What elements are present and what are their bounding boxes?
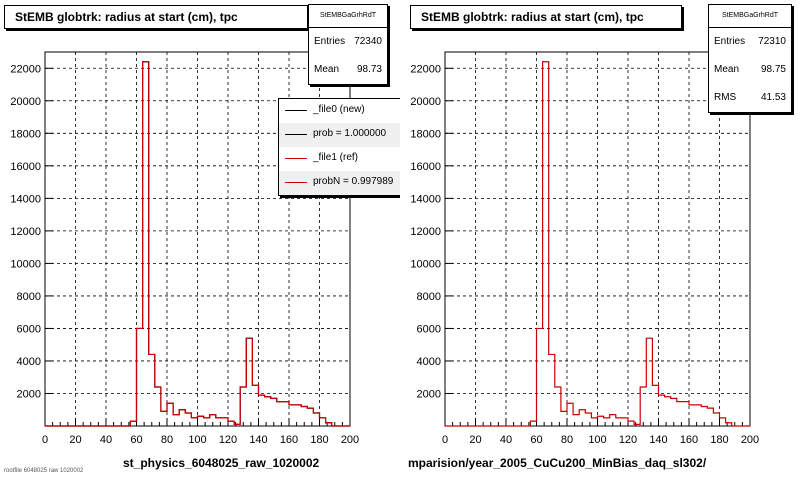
left-x-tick-label: 80 [161, 434, 173, 446]
right-rms-label: RMS [714, 92, 737, 103]
right-mean-value: 98.75 [760, 64, 786, 75]
left-y-tick-label: 20000 [10, 96, 41, 108]
legend-label-probn: probN = 0.997989 [313, 176, 394, 187]
left-legend: _file0 (new) prob = 1.000000 _file1 (ref… [278, 98, 400, 196]
left-plot-title: StEMB globtrk: radius at start (cm), tpc [4, 5, 308, 29]
right-y-tick-label: 12000 [410, 226, 441, 238]
right-stats-rms: RMS 41.53 [709, 84, 791, 112]
legend-entry-file1: _file1 (ref) [279, 147, 400, 171]
legend-label-file0: _file0 (new) [313, 104, 365, 115]
left-histogram-pane: 0 20 40 60 80 100 120 140 160 180 200 2000 4000 6000 8… [4, 4, 400, 474]
legend-label-prob: prob = 1.000000 [313, 128, 387, 139]
left-x-tick-label: 100 [188, 434, 206, 446]
legend-entry-file0: _file0 (new) [279, 99, 400, 123]
right-y-tick-label: 20000 [410, 96, 441, 108]
right-y-tick-label: 22000 [410, 63, 441, 75]
legend-swatch-file1 [285, 158, 307, 159]
left-x-caption: st_physics_6048025_raw_1020002 [123, 456, 320, 470]
right-y-tick-label: 18000 [410, 128, 441, 140]
right-x-tick-label: 140 [649, 434, 667, 446]
right-x-tick-label: 100 [588, 434, 606, 446]
right-y-tick-label: 16000 [410, 161, 441, 173]
right-y-tick-label: 14000 [410, 193, 441, 205]
right-x-tick-label: 80 [561, 434, 573, 446]
left-y-tick-label: 10000 [10, 258, 41, 270]
legend-label-file1: _file1 (ref) [313, 152, 359, 163]
left-x-tick-label: 40 [100, 434, 112, 446]
left-y-tick-label: 22000 [10, 63, 41, 75]
right-x-tick-label: 200 [741, 434, 759, 446]
right-histogram-plot: 0 20 40 60 80 100 120 140 160 180 200 2000 4000 6000 8… [410, 51, 759, 446]
right-y-tick-label: 2000 [417, 388, 441, 400]
right-x-tick-label: 20 [469, 434, 481, 446]
left-y-tick-label: 18000 [10, 128, 41, 140]
right-stats-name: StEMBGaGrhRdT [709, 5, 791, 28]
left-y-tick-label: 14000 [10, 193, 41, 205]
left-x-tick-label: 200 [341, 434, 359, 446]
left-y-tick-label: 12000 [10, 226, 41, 238]
right-y-tick-label: 10000 [410, 258, 441, 270]
left-series-1-histogram [45, 61, 350, 427]
left-x-tick-label: 20 [69, 434, 81, 446]
left-x-tick-label: 120 [219, 434, 237, 446]
legend-swatch-probn [285, 182, 307, 183]
legend-entry-prob: prob = 1.000000 [279, 123, 400, 147]
legend-entry-probn: probN = 0.997989 [279, 171, 400, 195]
left-stats-name: StEMBGaGrhRdT [309, 5, 387, 28]
left-stats-box: StEMBGaGrhRdT Entries 72340 Mean 98.73 [308, 4, 388, 85]
right-histogram-pane: 0 20 40 60 80 100 120 140 160 180 200 2000 4000 6000 8… [400, 0, 800, 480]
right-series-0-histogram [445, 61, 750, 427]
left-mean-label: Mean [314, 64, 340, 75]
right-x-tick-label: 120 [619, 434, 637, 446]
right-x-tick-label: 160 [680, 434, 698, 446]
right-stats-entries: Entries 72310 [709, 28, 791, 56]
right-stats-mean: Mean 98.75 [709, 56, 791, 84]
left-footer-note: rootfile 6048025 raw 1020002 [4, 468, 84, 474]
right-x-tick-label: 60 [530, 434, 542, 446]
left-entries-label: Entries [314, 36, 346, 47]
left-y-tick-label: 4000 [17, 356, 41, 368]
left-y-tick-label: 8000 [17, 291, 41, 303]
right-x-tick-label: 0 [442, 434, 448, 446]
right-stats-box: StEMBGaGrhRdT Entries 72310 Mean 98.75 R… [708, 4, 792, 113]
left-y-tick-label: 2000 [17, 388, 41, 400]
left-x-tick-label: 180 [310, 434, 328, 446]
legend-swatch-prob [285, 134, 307, 135]
legend-swatch-file0 [285, 110, 307, 111]
right-entries-value: 72310 [758, 36, 786, 47]
left-stats-entries: Entries 72340 [309, 28, 387, 56]
left-x-tick-label: 60 [130, 434, 142, 446]
right-y-tick-label: 4000 [417, 356, 441, 368]
left-x-tick-label: 160 [280, 434, 298, 446]
left-entries-value: 72340 [354, 36, 382, 47]
right-plot-title: StEMB globtrk: radius at start (cm), tpc [410, 5, 682, 29]
right-entries-label: Entries [714, 36, 746, 47]
right-y-tick-label: 6000 [417, 323, 441, 335]
left-x-tick-label: 0 [42, 434, 48, 446]
right-x-caption: mparision/year_2005_CuCu200_MinBias_daq_… [408, 456, 707, 470]
left-y-tick-label: 6000 [17, 323, 41, 335]
left-x-tick-label: 140 [249, 434, 267, 446]
right-mean-label: Mean [714, 64, 740, 75]
right-x-tick-label: 180 [710, 434, 728, 446]
left-mean-value: 98.73 [356, 64, 382, 75]
right-x-tick-label: 40 [500, 434, 512, 446]
left-stats-mean: Mean 98.73 [309, 56, 387, 84]
left-y-tick-label: 16000 [10, 161, 41, 173]
right-y-tick-label: 8000 [417, 291, 441, 303]
right-rms-value: 41.53 [760, 92, 786, 103]
